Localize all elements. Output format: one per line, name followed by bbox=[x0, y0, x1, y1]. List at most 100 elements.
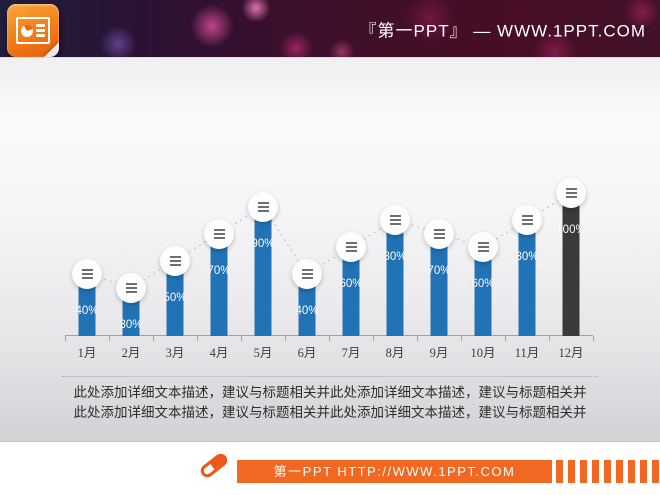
chart-bar bbox=[166, 268, 184, 336]
chart-bar bbox=[562, 201, 580, 336]
axis-tick bbox=[417, 336, 418, 341]
x-axis-label: 4月 bbox=[209, 346, 229, 360]
bar-value-label: 80% bbox=[515, 251, 539, 263]
hamburger-icon bbox=[477, 246, 489, 248]
chart-node bbox=[556, 178, 586, 208]
chart-bar bbox=[342, 255, 360, 336]
chart-node bbox=[512, 205, 542, 235]
chart-bar bbox=[210, 241, 228, 336]
axis-tick bbox=[241, 336, 242, 341]
hamburger-icon bbox=[345, 246, 357, 248]
bar-value-label: 40% bbox=[295, 305, 319, 317]
footer-bar: 第一PPT HTTP://WWW.1PPT.COM bbox=[0, 443, 660, 495]
chart-node bbox=[292, 259, 322, 289]
chart-column: 80% bbox=[373, 158, 417, 336]
axis-tick bbox=[197, 336, 198, 341]
hamburger-icon bbox=[125, 286, 137, 289]
page-fold bbox=[44, 42, 59, 57]
bar-value-label: 40% bbox=[75, 305, 99, 317]
x-axis-labels: 1月 2月 3月 4月 5月 6月 7月 8月 9月 10月 11月 12月 bbox=[65, 338, 593, 361]
chart-column: 70% bbox=[417, 158, 461, 336]
chart-bar bbox=[78, 282, 96, 336]
bar-chart: 40% 30% 50% 70% 90% 40% 60% 80% 70% 60% 80% 100% bbox=[65, 158, 594, 341]
x-axis-label: 5月 bbox=[253, 346, 273, 360]
description-text: 此处添加详细文本描述，建议与标题相关并此处添加详细文本描述，建议与标题相关并 此… bbox=[0, 383, 660, 423]
chart-column: 40% bbox=[65, 158, 109, 336]
chart-node bbox=[116, 272, 146, 303]
axis-tick bbox=[329, 336, 330, 341]
x-axis-label: 9月 bbox=[429, 346, 449, 360]
axis-tick bbox=[373, 336, 374, 341]
powerpoint-logo-icon[interactable] bbox=[7, 4, 59, 57]
bar-value-label: 100% bbox=[556, 224, 586, 236]
description-line: 此处添加详细文本描述，建议与标题相关并此处添加详细文本描述，建议与标题相关并 bbox=[73, 385, 587, 400]
bar-value-label: 70% bbox=[427, 264, 451, 277]
bar-value-label: 60% bbox=[471, 278, 495, 290]
chart-node bbox=[248, 191, 278, 222]
bar-value-label: 70% bbox=[207, 264, 231, 277]
bar-value-label: 90% bbox=[251, 237, 275, 250]
axis-tick bbox=[153, 336, 154, 341]
axis-tick bbox=[285, 336, 286, 341]
x-axis-label: 3月 bbox=[165, 346, 185, 360]
chart-node bbox=[160, 245, 190, 276]
header-banner: 『第一PPT』 — WWW.1PPT.COM bbox=[0, 0, 660, 57]
axis-tick bbox=[505, 336, 506, 341]
hamburger-icon bbox=[389, 219, 401, 221]
bar-value-label: 50% bbox=[163, 291, 187, 304]
chart-bar bbox=[518, 228, 536, 336]
chart-bar bbox=[298, 282, 316, 336]
slide-canvas: 40% 30% 50% 70% 90% 40% 60% 80% 70% 60% 80% 100% 1月… bbox=[0, 57, 660, 442]
hamburger-icon bbox=[565, 192, 577, 194]
chart-column: 100% bbox=[549, 158, 593, 336]
pie-chart-icon bbox=[21, 24, 33, 37]
site-url-link[interactable]: 第一PPT HTTP://WWW.1PPT.COM bbox=[237, 460, 552, 483]
axis-tick bbox=[65, 336, 66, 341]
chart-column: 60% bbox=[461, 158, 505, 336]
chart-column: 30% bbox=[109, 158, 153, 336]
chart-node bbox=[72, 259, 102, 289]
description-line: 此处添加详细文本描述，建议与标题相关并此处添加详细文本描述，建议与标题相关并 bbox=[73, 405, 587, 420]
x-axis bbox=[65, 335, 593, 336]
chart-column: 70% bbox=[197, 158, 241, 336]
chart-column: 60% bbox=[329, 158, 373, 336]
chart-column: 40% bbox=[285, 158, 329, 336]
connector-line bbox=[86, 192, 572, 289]
hamburger-icon bbox=[521, 219, 533, 221]
chart-bar bbox=[122, 295, 140, 336]
x-axis-label: 6月 bbox=[297, 346, 317, 360]
pill-logo-icon bbox=[198, 451, 230, 480]
hamburger-icon bbox=[81, 273, 93, 275]
bar-value-label: 30% bbox=[119, 318, 143, 331]
hamburger-icon bbox=[257, 205, 269, 208]
hamburger-icon bbox=[213, 232, 225, 235]
hamburger-icon bbox=[301, 273, 313, 275]
x-axis-label: 10月 bbox=[470, 346, 496, 360]
axis-tick bbox=[461, 336, 462, 341]
axis-tick bbox=[593, 336, 594, 341]
x-axis-label: 12月 bbox=[558, 346, 584, 360]
chart-bar bbox=[474, 255, 492, 336]
chart-node bbox=[204, 218, 234, 249]
hamburger-icon bbox=[169, 259, 181, 262]
x-axis-label: 1月 bbox=[77, 346, 97, 360]
chart-bar bbox=[386, 228, 404, 336]
chart-node bbox=[380, 205, 410, 235]
chart-column: 80% bbox=[505, 158, 549, 336]
axis-tick bbox=[549, 336, 550, 341]
dotted-divider bbox=[62, 376, 598, 377]
text-lines-icon bbox=[36, 24, 45, 37]
chart-column: 90% bbox=[241, 158, 285, 336]
bar-value-label: 80% bbox=[383, 251, 407, 263]
x-axis-label: 7月 bbox=[341, 346, 361, 360]
chart-node bbox=[424, 218, 454, 249]
barcode-decoration bbox=[556, 460, 660, 483]
hamburger-icon bbox=[433, 232, 445, 235]
x-axis-label: 11月 bbox=[514, 346, 540, 360]
x-axis-label: 2月 bbox=[121, 346, 141, 360]
slide-glyph bbox=[16, 17, 50, 44]
brand-text: 『第一PPT』 — WWW.1PPT.COM bbox=[359, 21, 646, 40]
chart-bar bbox=[430, 241, 448, 336]
chart-bar bbox=[254, 214, 272, 336]
